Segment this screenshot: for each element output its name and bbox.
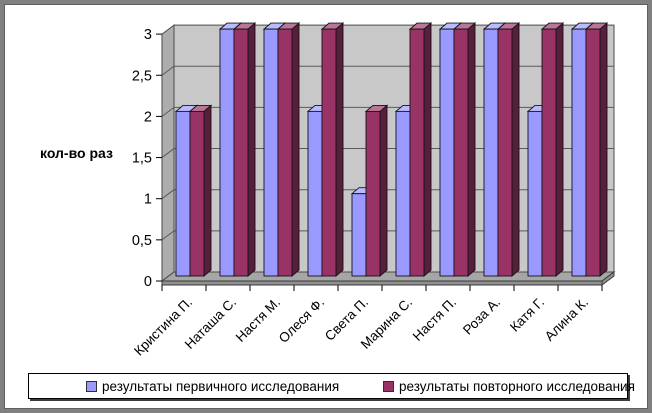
bar-side-1-3 — [335, 22, 344, 277]
gridline-side — [161, 148, 175, 158]
y-tick-label: 0,5 — [132, 233, 152, 249]
bar-primary-3 — [307, 110, 323, 277]
bar-side-1-5 — [423, 22, 432, 277]
bar-primary-5 — [395, 110, 411, 277]
bar-repeat-0 — [189, 110, 205, 277]
bar-side-1-9 — [599, 22, 608, 277]
bar-repeat-2 — [277, 28, 293, 277]
bar-side-1-1 — [247, 22, 256, 277]
legend-label-repeat: результаты повторного исследования — [399, 378, 635, 394]
y-tick-label: 1 — [144, 192, 152, 208]
x-category-label: Катя Г. — [507, 295, 547, 335]
x-category-label: Настя П. — [410, 295, 459, 344]
gridline-side — [161, 189, 175, 200]
gridline-side — [161, 107, 175, 117]
bar-side-1-4 — [379, 104, 388, 277]
bar-repeat-4 — [365, 110, 381, 277]
gridline-side — [161, 230, 175, 241]
x-category-label: Олеся Ф. — [276, 295, 327, 346]
x-category-label: Настя М. — [233, 295, 283, 345]
floor-right-edge — [601, 271, 615, 286]
bar-primary-9 — [571, 28, 587, 277]
y-tick-label: 3 — [144, 27, 152, 43]
bar-primary-0 — [175, 110, 191, 277]
bar-primary-6 — [439, 28, 455, 277]
legend-label-primary: результаты первичного исследования — [102, 378, 340, 394]
bar-side-1-0 — [203, 104, 212, 277]
bar-side-1-8 — [555, 22, 564, 277]
legend-item-repeat: результаты повторного исследования — [383, 374, 635, 398]
bar-primary-8 — [527, 110, 543, 277]
legend-swatch-repeat-icon — [383, 380, 394, 392]
bar-primary-2 — [263, 28, 279, 277]
y-tick-label: 1,5 — [132, 151, 152, 167]
legend: результаты первичного исследования резул… — [28, 373, 635, 399]
bar-repeat-8 — [541, 28, 557, 277]
bar-primary-4 — [351, 193, 367, 277]
gridline-side — [161, 65, 175, 76]
x-category-label: Кристина П. — [131, 295, 195, 359]
floor-front-edge — [161, 280, 603, 286]
x-category-label: Алина К. — [542, 295, 591, 344]
bar-repeat-1 — [233, 28, 249, 277]
bar-primary-7 — [483, 28, 499, 277]
y-axis-title: кол-во раз — [40, 145, 113, 161]
x-category-label: Роза А. — [460, 295, 503, 338]
bar-repeat-9 — [585, 28, 601, 277]
bar-repeat-6 — [453, 28, 469, 277]
bar-side-1-2 — [291, 22, 300, 277]
bar-repeat-3 — [321, 28, 337, 277]
legend-item-primary: результаты первичного исследования — [86, 374, 339, 398]
bar-side-1-7 — [511, 22, 520, 277]
legend-swatch-primary-icon — [86, 380, 97, 392]
y-tick-label: 2,5 — [132, 68, 152, 84]
bar-side-1-6 — [467, 22, 476, 277]
bar-repeat-7 — [497, 28, 513, 277]
bar-primary-1 — [219, 28, 235, 277]
y-tick-label: 0 — [144, 274, 152, 290]
bar-repeat-5 — [409, 28, 425, 277]
y-tick-label: 2 — [144, 109, 152, 125]
